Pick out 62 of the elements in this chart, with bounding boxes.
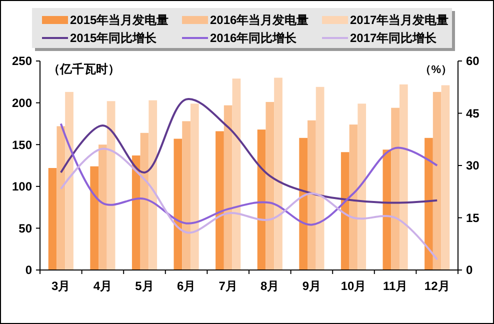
legend-label: 2017年当月发电量 bbox=[350, 13, 449, 28]
y-tick-label: 200 bbox=[12, 96, 32, 110]
y-axis-title: （亿千瓦时） bbox=[48, 62, 120, 76]
legend-label: 2017年同比增长 bbox=[350, 31, 438, 46]
line-series bbox=[60, 122, 438, 226]
bar bbox=[232, 78, 241, 270]
x-tick-label: 11月 bbox=[382, 279, 408, 293]
bar bbox=[316, 86, 324, 270]
bar bbox=[391, 108, 400, 270]
bar bbox=[56, 126, 66, 270]
y2-tick-label: 45 bbox=[466, 106, 480, 120]
x-tick-label: 5月 bbox=[135, 279, 154, 293]
bar bbox=[48, 168, 57, 270]
bar bbox=[148, 100, 158, 270]
x-tick-label: 12月 bbox=[424, 279, 450, 293]
bar bbox=[90, 166, 99, 270]
legend-label: 2015年同比增长 bbox=[70, 31, 158, 46]
y2-tick-label: 30 bbox=[466, 158, 480, 173]
y2-tick-label: 0 bbox=[466, 263, 473, 278]
bar bbox=[308, 120, 316, 270]
legend-label: 2016年同比增长 bbox=[210, 31, 298, 46]
bar bbox=[98, 144, 107, 270]
legend-label: 2015年当月发电量 bbox=[70, 13, 169, 28]
x-tick-label: 3月 bbox=[52, 279, 70, 293]
bar bbox=[257, 130, 266, 270]
bar bbox=[382, 150, 392, 270]
x-tick-label: 8月 bbox=[260, 279, 280, 293]
bar bbox=[106, 101, 116, 270]
legend-label: 2016年当月发电量 bbox=[210, 13, 309, 28]
bar bbox=[274, 78, 282, 270]
y2-tick-label: 15 bbox=[466, 210, 480, 225]
bar bbox=[432, 92, 442, 270]
bar bbox=[65, 92, 74, 270]
bar bbox=[424, 138, 433, 270]
bar bbox=[182, 121, 190, 270]
bar bbox=[266, 102, 274, 270]
bar bbox=[299, 138, 308, 270]
x-tick-label: 10月 bbox=[340, 279, 366, 293]
y2-axis-title: （%） bbox=[420, 64, 452, 76]
bar bbox=[441, 85, 450, 270]
bar bbox=[174, 138, 182, 270]
bar bbox=[340, 152, 350, 270]
bar bbox=[216, 131, 224, 270]
y-tick-label: 50 bbox=[18, 221, 32, 236]
bar bbox=[349, 124, 358, 270]
y-tick-label: 100 bbox=[12, 180, 32, 194]
x-tick-label: 6月 bbox=[176, 279, 196, 293]
bar bbox=[358, 104, 366, 270]
line-series bbox=[60, 98, 438, 204]
line-series bbox=[60, 148, 438, 261]
bar bbox=[140, 132, 149, 270]
bar bbox=[399, 84, 408, 270]
x-tick-label: 4月 bbox=[93, 279, 112, 293]
bar bbox=[190, 104, 199, 270]
y-tick-label: 0 bbox=[25, 263, 32, 278]
y2-tick-label: 60 bbox=[466, 54, 480, 68]
bar bbox=[132, 155, 140, 270]
bar bbox=[224, 105, 232, 270]
y-tick-label: 150 bbox=[12, 138, 32, 152]
y-tick-label: 250 bbox=[12, 54, 32, 68]
x-tick-label: 7月 bbox=[218, 279, 238, 293]
x-tick-label: 9月 bbox=[302, 279, 322, 293]
